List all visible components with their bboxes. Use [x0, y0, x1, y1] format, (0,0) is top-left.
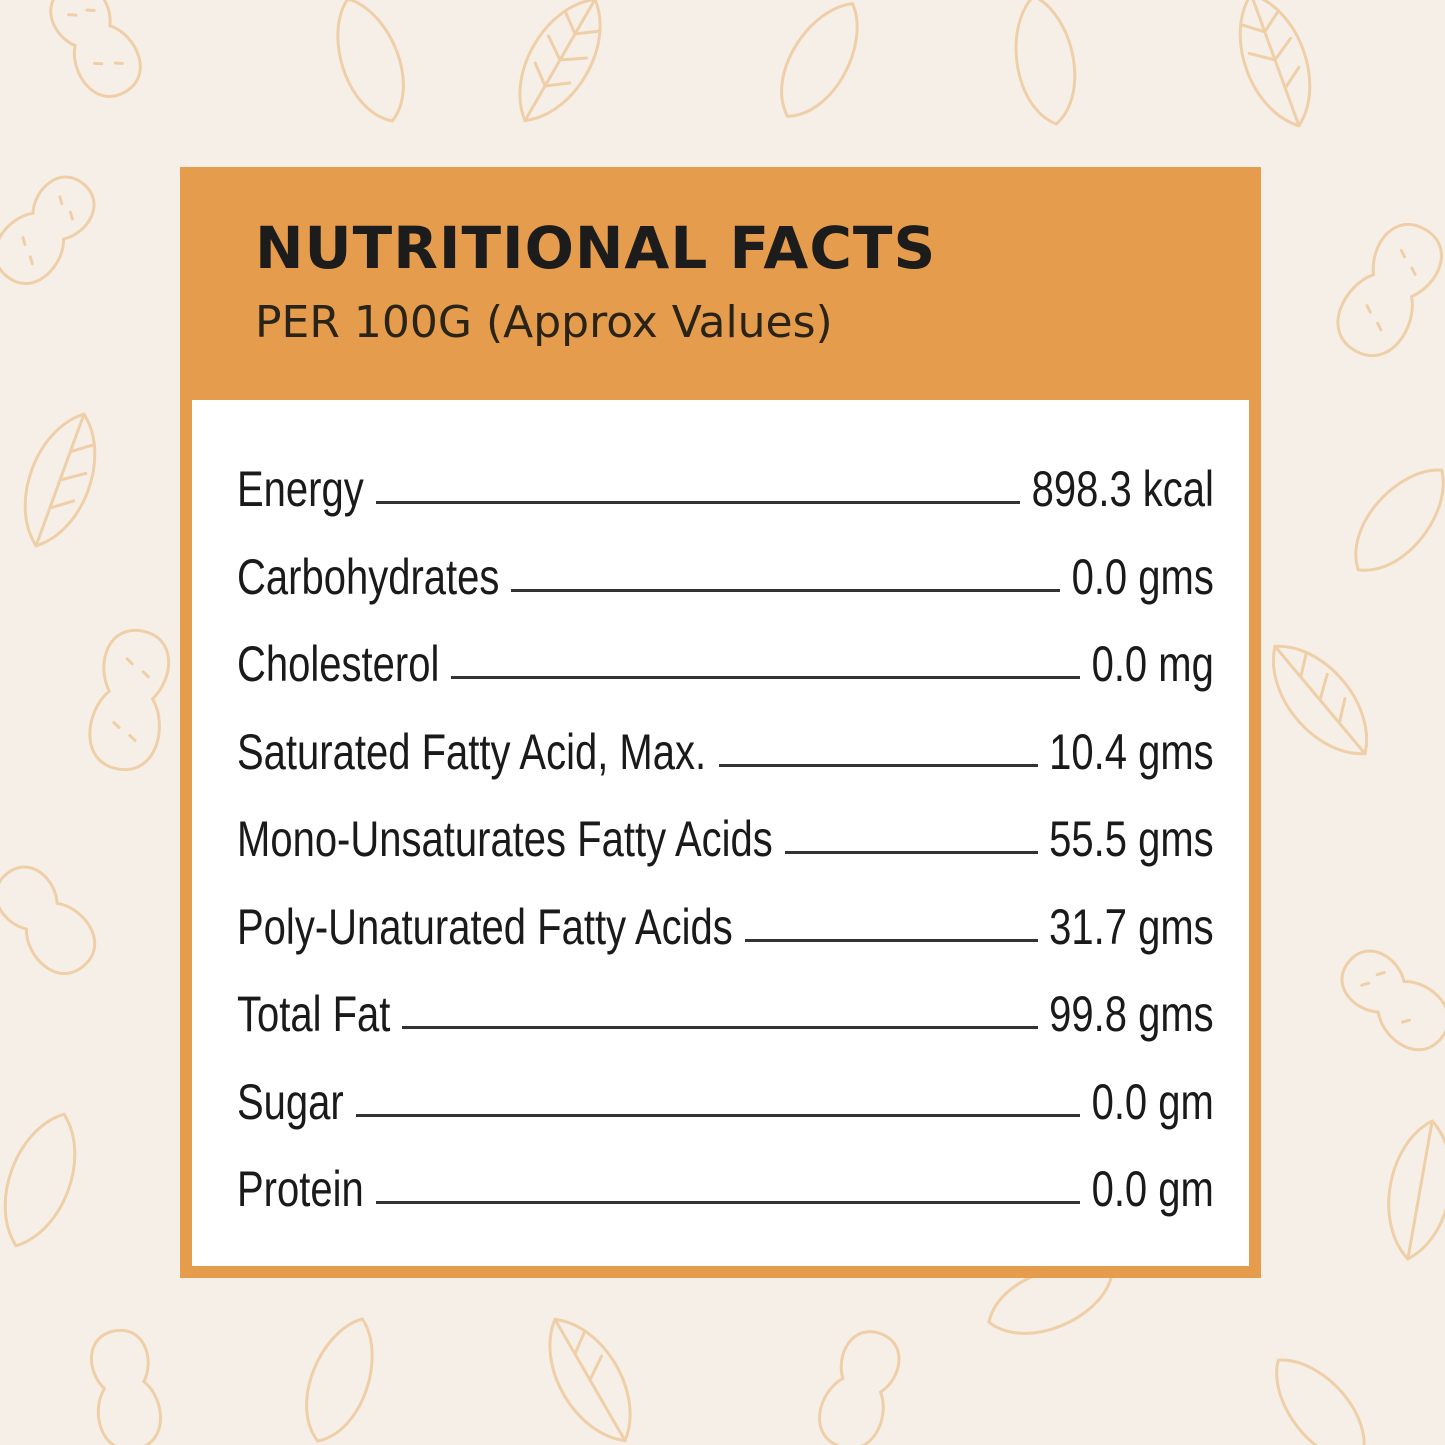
nutrient-value: 99.8 gms — [1049, 986, 1214, 1042]
peanut-icon — [1340, 949, 1445, 1052]
dotted-leader — [511, 588, 1060, 592]
almond-icon — [336, 0, 405, 123]
nutrient-value: 0.0 gm — [1091, 1161, 1214, 1217]
page-subtitle: PER 100G (Approx Values) — [255, 297, 833, 348]
leaf-icon — [1238, 0, 1312, 128]
almond-icon — [1275, 1358, 1366, 1445]
nutrient-value: 55.5 gms — [1049, 811, 1214, 867]
nutrient-label: Carbohydrates — [237, 548, 500, 605]
nutrient-row-cholesterol: Cholesterol 0.0 mg — [237, 635, 1214, 723]
nutrient-value: 898.3 kcal — [1031, 461, 1214, 517]
almond-icon — [1014, 0, 1077, 126]
leaf-icon — [548, 1317, 632, 1443]
peanut-icon — [1336, 222, 1443, 358]
card-header: NUTRITIONAL FACTS PER 100G (Approx Value… — [180, 167, 1261, 400]
dotted-leader — [744, 938, 1038, 942]
nutrient-row-protein: Protein 0.0 gm — [237, 1160, 1214, 1248]
nutrient-label: Protein — [237, 1161, 364, 1217]
nutrient-value: 0.0 gms — [1071, 548, 1214, 605]
nutrient-row-sugar: Sugar 0.0 gm — [237, 1073, 1214, 1161]
nutrition-card: NUTRITIONAL FACTS PER 100G (Approx Value… — [180, 167, 1261, 1278]
almond-icon — [305, 1317, 374, 1443]
leaf-icon — [1387, 1119, 1445, 1261]
dotted-leader — [376, 501, 1020, 504]
nutrient-label: Mono-Unsaturates Fatty Acids — [237, 811, 773, 867]
leaf-icon — [3, 1112, 77, 1248]
nutrient-label: Sugar — [237, 1073, 344, 1130]
peanut-icon — [90, 1328, 162, 1445]
peanut-icon — [0, 865, 97, 975]
peanut-icon — [0, 175, 96, 285]
nutrient-row-mono-unsaturates: Mono-Unsaturates Fatty Acids 55.5 gms — [237, 810, 1214, 898]
nutrient-value: 0.0 gm — [1091, 1073, 1214, 1130]
leaf-icon — [1272, 644, 1368, 756]
leaf-icon — [23, 412, 97, 548]
peanut-icon — [49, 0, 142, 98]
almond-icon — [1354, 468, 1445, 572]
almond-icon — [780, 2, 859, 118]
nutrient-row-saturated-fatty-acid: Saturated Fatty Acid, Max. 10.4 gms — [237, 723, 1214, 811]
dotted-leader — [402, 1026, 1038, 1029]
nutrient-row-carbohydrates: Carbohydrates 0.0 gms — [237, 548, 1214, 636]
nutrient-label: Poly-Unaturated Fatty Acids — [237, 898, 733, 955]
nutrient-label: Energy — [237, 461, 364, 517]
dotted-leader — [356, 1113, 1080, 1117]
nutrient-table: Energy 898.3 kcal Carbohydrates 0.0 gms … — [192, 400, 1249, 1266]
nutrient-value: 0.0 mg — [1091, 636, 1214, 692]
leaf-icon — [518, 0, 602, 123]
peanut-icon — [818, 1330, 901, 1445]
nutrient-label: Saturated Fatty Acid, Max. — [237, 723, 707, 780]
nutrient-row-energy: Energy 898.3 kcal — [237, 460, 1214, 548]
dotted-leader — [784, 851, 1038, 854]
dotted-leader — [718, 763, 1038, 767]
nutrient-list: Energy 898.3 kcal Carbohydrates 0.0 gms … — [237, 460, 1214, 1248]
nutrient-row-total-fat: Total Fat 99.8 gms — [237, 985, 1214, 1073]
nutrient-row-poly-unsaturated: Poly-Unaturated Fatty Acids 31.7 gms — [237, 898, 1214, 986]
nutrient-value: 31.7 gms — [1049, 898, 1214, 955]
dotted-leader — [376, 1201, 1080, 1204]
nutrient-label: Total Fat — [237, 986, 391, 1042]
nutrient-value: 10.4 gms — [1049, 723, 1214, 780]
page-title: NUTRITIONAL FACTS — [255, 214, 937, 282]
dotted-leader — [451, 676, 1080, 679]
peanut-icon — [88, 628, 171, 772]
nutrient-label: Cholesterol — [237, 636, 440, 692]
